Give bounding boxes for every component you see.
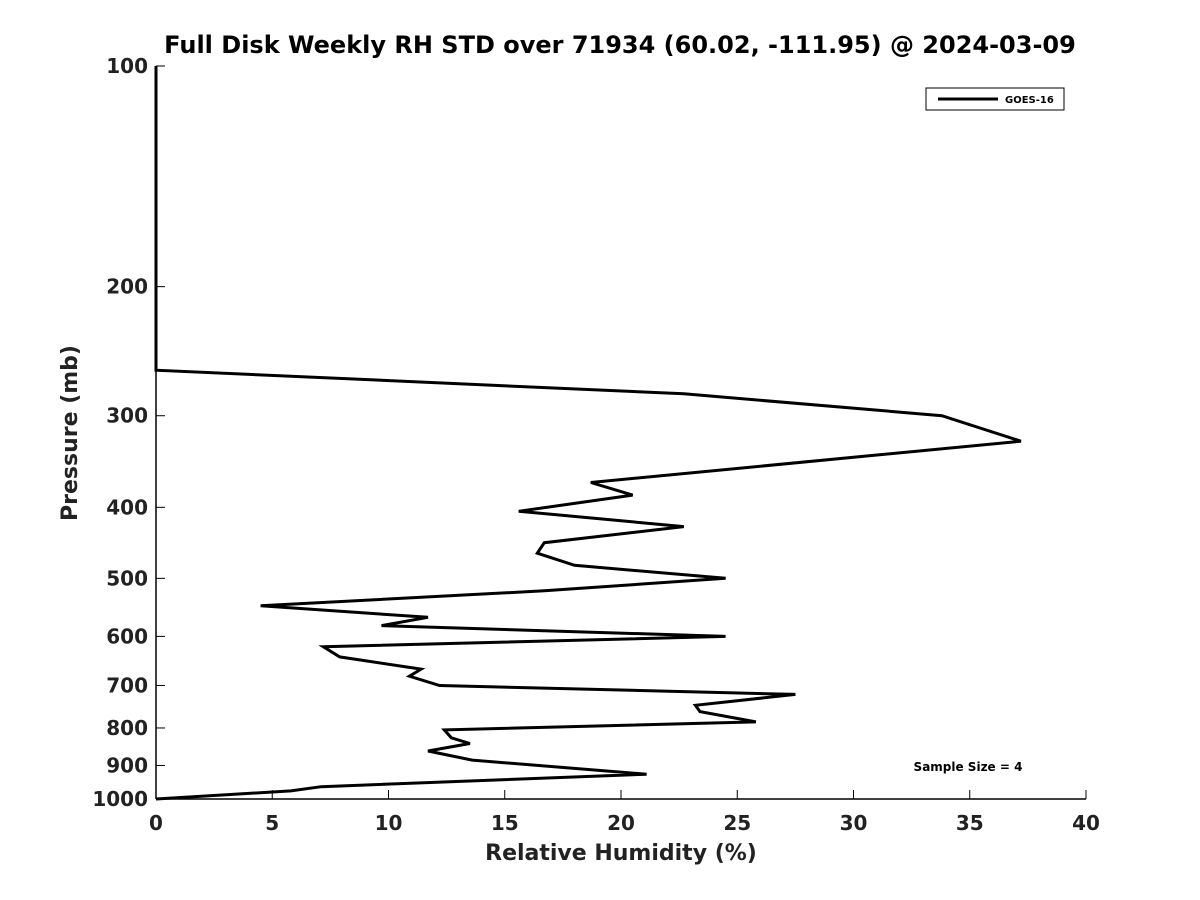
x-tick-label: 10 bbox=[375, 811, 403, 835]
x-tick-label: 15 bbox=[491, 811, 519, 835]
sample-size-annotation: Sample Size = 4 bbox=[914, 760, 1023, 774]
x-tick-label: 40 bbox=[1072, 811, 1100, 835]
y-tick-label: 200 bbox=[106, 275, 148, 299]
series-line-goes-16 bbox=[154, 66, 1022, 801]
x-axis-label: Relative Humidity (%) bbox=[485, 841, 757, 866]
x-tick-label: 30 bbox=[840, 811, 868, 835]
x-tick-label: 5 bbox=[265, 811, 279, 835]
legend: GOES-16 bbox=[925, 87, 1065, 111]
x-tick-label: 20 bbox=[607, 811, 635, 835]
y-tick-label: 300 bbox=[106, 404, 148, 428]
y-axis-label: Pressure (mb) bbox=[58, 345, 83, 521]
y-tick-label: 900 bbox=[106, 753, 148, 777]
y-tick-label: 500 bbox=[106, 566, 148, 590]
y-ticks: 100 200 300 400 500 600 700 800 900 1000 bbox=[92, 54, 165, 811]
legend-entry-goes-16: GOES-16 bbox=[1005, 95, 1054, 106]
x-tick-label: 35 bbox=[956, 811, 984, 835]
y-tick-label: 100 bbox=[106, 54, 148, 78]
x-tick-label: 25 bbox=[723, 811, 751, 835]
y-tick-label: 800 bbox=[106, 716, 148, 740]
y-tick-label: 700 bbox=[106, 673, 148, 697]
y-tick-label: 1000 bbox=[92, 787, 148, 811]
chart-title: Full Disk Weekly RH STD over 71934 (60.0… bbox=[164, 31, 1076, 59]
x-ticks: 0 5 10 15 20 25 30 35 40 bbox=[149, 790, 1100, 835]
y-tick-label: 400 bbox=[106, 495, 148, 519]
y-tick-label: 600 bbox=[106, 624, 148, 648]
x-tick-label: 0 bbox=[149, 811, 163, 835]
